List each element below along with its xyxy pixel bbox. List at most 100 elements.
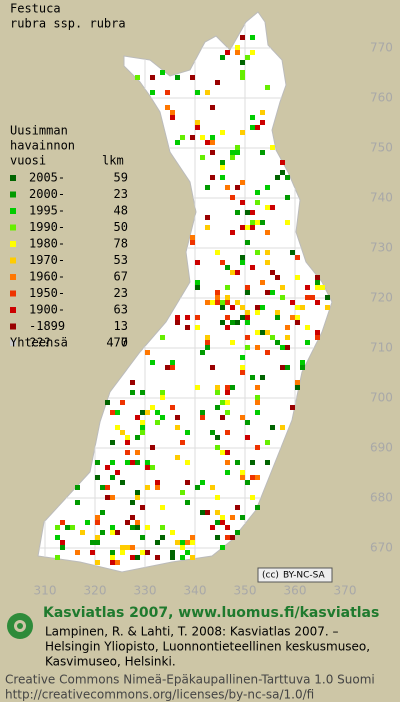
legend-heading: lkm: [102, 154, 124, 168]
observation-square: [265, 290, 270, 295]
observation-square: [110, 560, 115, 565]
observation-square: [235, 150, 240, 155]
observation-square: [220, 450, 225, 455]
observation-square: [195, 485, 200, 490]
observation-square: [215, 295, 220, 300]
observation-square: [130, 460, 135, 465]
observation-square: [265, 260, 270, 265]
observation-square: [200, 350, 205, 355]
observation-square: [235, 270, 240, 275]
observation-square: [130, 525, 135, 530]
observation-square: [165, 105, 170, 110]
observation-square: [270, 205, 275, 210]
observation-square: [240, 60, 245, 65]
observation-square: [250, 265, 255, 270]
observation-square: [75, 550, 80, 555]
north-label: 690: [370, 441, 393, 455]
observation-square: [255, 250, 260, 255]
observation-square: [255, 385, 260, 390]
observation-square: [130, 500, 135, 505]
observation-square: [230, 340, 235, 345]
observation-square: [185, 325, 190, 330]
observation-square: [135, 450, 140, 455]
observation-square: [265, 330, 270, 335]
legend-label: 1960-: [29, 270, 65, 284]
observation-square: [160, 525, 165, 530]
observation-square: [205, 510, 210, 515]
observation-square: [315, 275, 320, 280]
legend-swatch: [10, 274, 16, 280]
observation-square: [265, 230, 270, 235]
observation-square: [200, 480, 205, 485]
observation-square: [260, 220, 265, 225]
cc-badge-text: BY-NC-SA: [283, 571, 326, 581]
observation-square: [265, 85, 270, 90]
observation-square: [255, 330, 260, 335]
legend-count: 13: [114, 319, 128, 333]
observation-square: [235, 145, 240, 150]
observation-square: [285, 325, 290, 330]
observation-square: [260, 280, 265, 285]
observation-square: [255, 220, 260, 225]
observation-square: [315, 300, 320, 305]
observation-square: [185, 315, 190, 320]
observation-square: [90, 540, 95, 545]
observation-square: [205, 215, 210, 220]
legend-count: 48: [114, 204, 128, 218]
observation-square: [140, 420, 145, 425]
observation-square: [60, 540, 65, 545]
observation-square: [280, 285, 285, 290]
north-label: 670: [370, 541, 393, 555]
observation-square: [250, 115, 255, 120]
legend-count: 0: [121, 336, 128, 350]
observation-square: [200, 135, 205, 140]
observation-square: [195, 285, 200, 290]
legend-label: -1899: [29, 319, 65, 333]
observation-square: [155, 410, 160, 415]
observation-square: [215, 520, 220, 525]
observation-square: [295, 315, 300, 320]
observation-square: [225, 185, 230, 190]
observation-square: [230, 535, 235, 540]
observation-square: [195, 280, 200, 285]
observation-square: [215, 80, 220, 85]
observation-square: [270, 425, 275, 430]
observation-square: [260, 375, 265, 380]
observation-square: [225, 460, 230, 465]
observation-square: [225, 295, 230, 300]
observation-square: [140, 430, 145, 435]
north-label: 710: [370, 341, 393, 355]
observation-square: [240, 200, 245, 205]
observation-square: [120, 550, 125, 555]
observation-square: [190, 135, 195, 140]
observation-square: [55, 555, 60, 560]
observation-square: [255, 410, 260, 415]
legend-swatch: [10, 290, 16, 297]
observation-square: [135, 520, 140, 525]
observation-square: [215, 535, 220, 540]
observation-square: [95, 520, 100, 525]
observation-square: [325, 295, 330, 300]
legend-count: 53: [114, 253, 128, 267]
observation-square: [185, 540, 190, 545]
observation-square: [235, 185, 240, 190]
observation-square: [240, 255, 245, 260]
observation-square: [145, 465, 150, 470]
observation-square: [245, 55, 250, 60]
observation-square: [220, 520, 225, 525]
observation-square: [240, 130, 245, 135]
observation-square: [290, 300, 295, 305]
observation-square: [230, 320, 235, 325]
observation-square: [230, 385, 235, 390]
north-label: 680: [370, 491, 393, 505]
east-label: 330: [134, 584, 157, 598]
east-label: 320: [84, 584, 107, 598]
observation-square: [160, 535, 165, 540]
observation-square: [290, 250, 295, 255]
observation-square: [155, 485, 160, 490]
observation-square: [180, 540, 185, 545]
observation-square: [225, 285, 230, 290]
observation-square: [210, 525, 215, 530]
observation-square: [85, 520, 90, 525]
